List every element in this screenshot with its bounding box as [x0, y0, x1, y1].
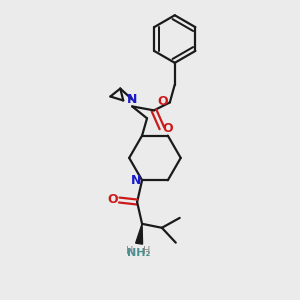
Text: H: H	[127, 246, 134, 256]
Text: H: H	[143, 246, 151, 256]
Text: N: N	[131, 174, 141, 187]
Text: NH₂: NH₂	[128, 248, 151, 258]
Text: N: N	[127, 93, 137, 106]
Text: O: O	[158, 95, 168, 108]
Text: O: O	[163, 122, 173, 135]
Polygon shape	[136, 224, 142, 244]
Text: O: O	[107, 193, 118, 206]
